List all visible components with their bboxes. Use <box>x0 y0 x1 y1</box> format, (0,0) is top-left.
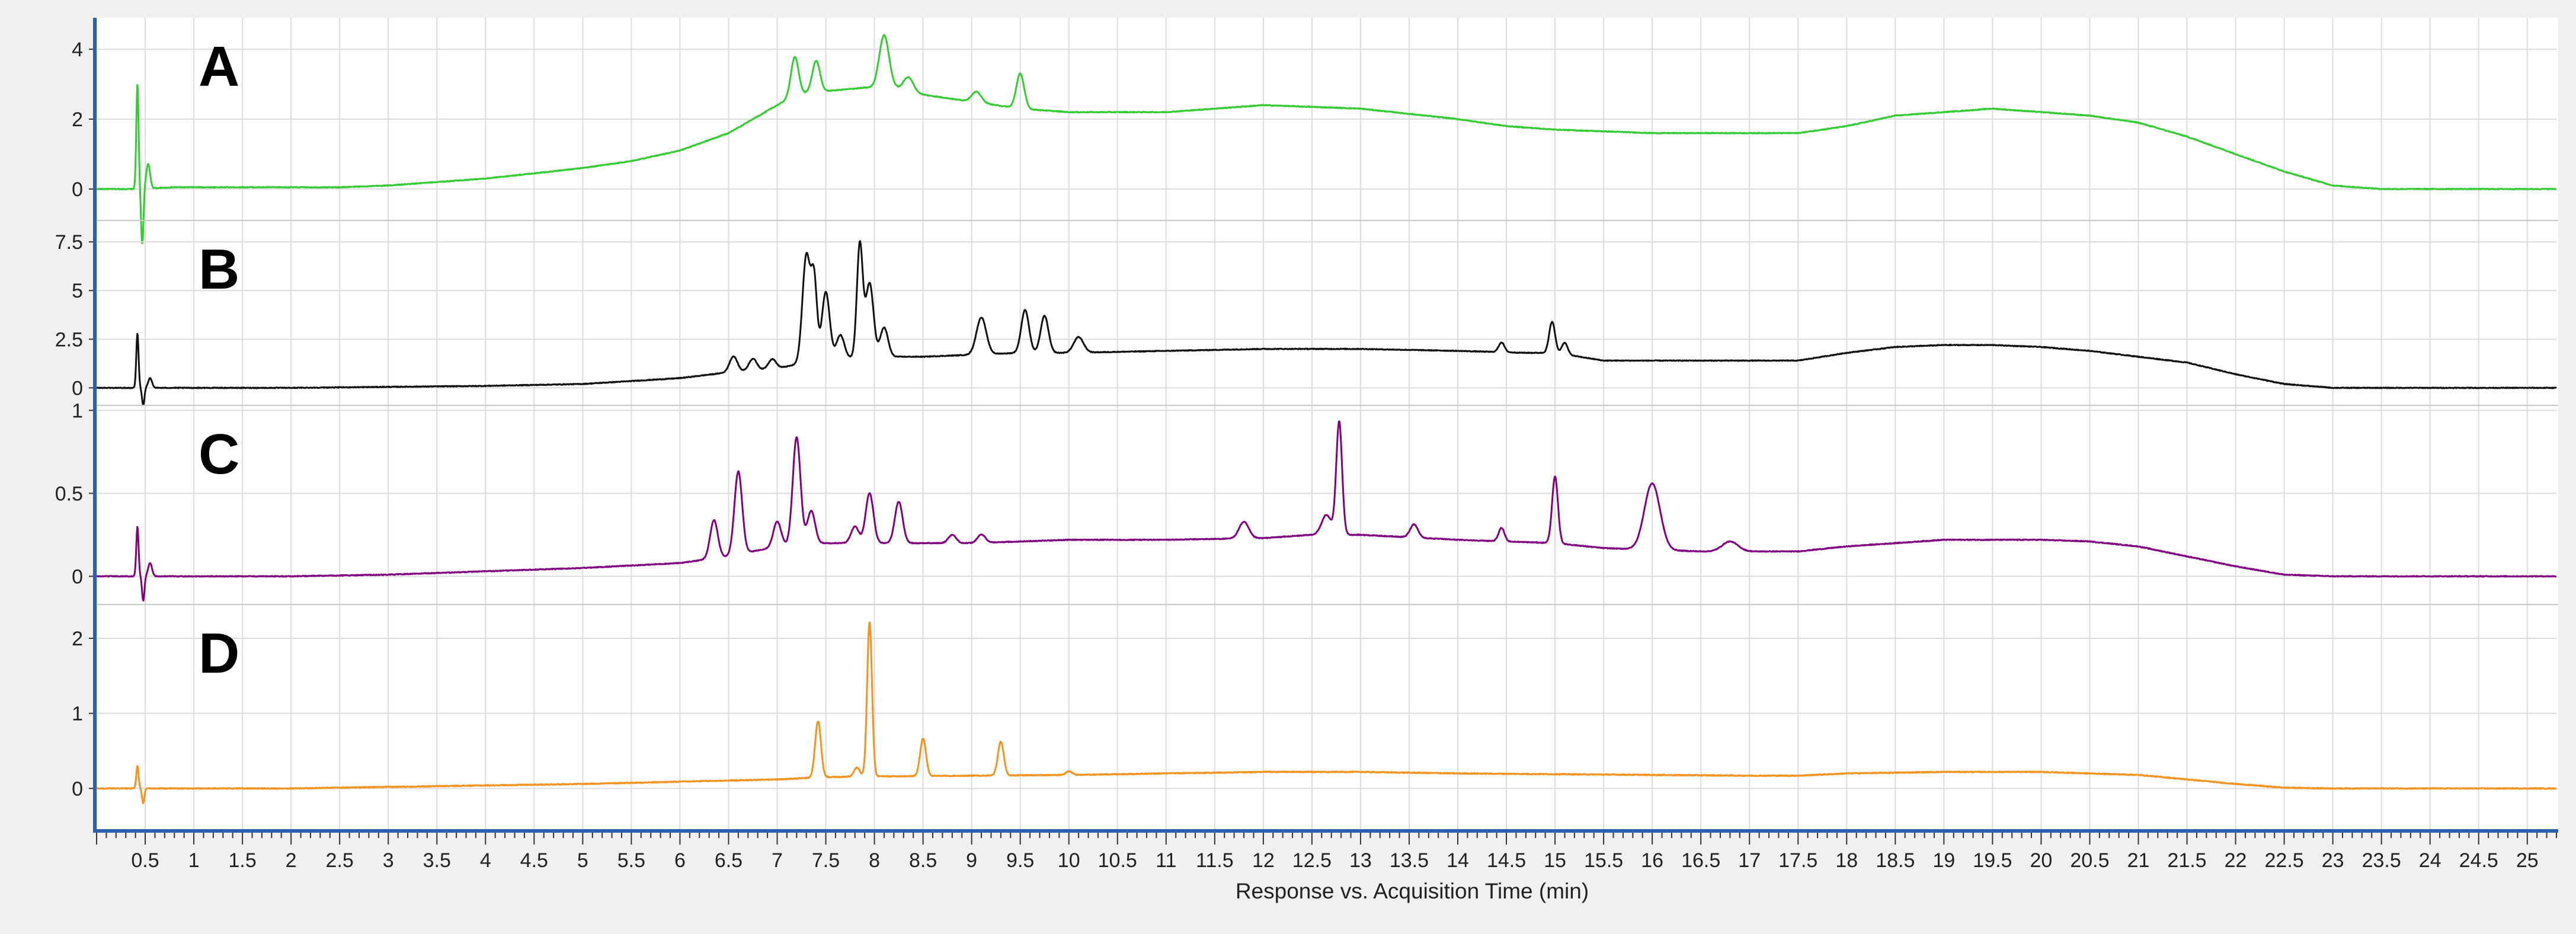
x-tick-label: 6.5 <box>715 849 743 872</box>
x-tick-label: 23.5 <box>2362 849 2401 872</box>
x-tick-label: 18.5 <box>1876 849 1915 872</box>
x-tick-label: 25 <box>2516 849 2539 872</box>
x-tick-label: 21.5 <box>2167 849 2206 872</box>
y-tick-label: 0.5 <box>55 482 83 505</box>
x-tick-label: 5.5 <box>617 849 645 872</box>
x-tick-label: 12 <box>1252 849 1275 872</box>
x-tick-label: 18 <box>1835 849 1858 872</box>
x-tick-label: 2.5 <box>326 849 354 872</box>
x-tick-label: 11.5 <box>1196 849 1234 872</box>
y-tick-label: 4 <box>72 39 83 61</box>
x-tick-label: 8.5 <box>909 849 937 872</box>
x-tick-label: 22.5 <box>2265 849 2304 872</box>
panel-a: 0 2 4 A <box>72 34 2557 244</box>
panel-label-a: A <box>199 35 239 98</box>
x-tick-label: 22 <box>2225 849 2247 872</box>
x-tick-label: 6 <box>674 849 686 872</box>
panel-label-b: B <box>199 238 239 301</box>
x-tick-label: 7 <box>772 849 783 872</box>
y-tick-label: 2 <box>72 628 83 650</box>
x-tick-label: 13 <box>1349 849 1372 872</box>
grid-layer <box>96 18 2528 830</box>
y-tick-label: 0 <box>72 778 83 800</box>
x-tick-label: 14 <box>1447 849 1469 872</box>
y-tick-label: 7.5 <box>55 231 83 254</box>
x-tick-label: 20 <box>2030 849 2053 872</box>
x-tick-label: 10.5 <box>1098 849 1137 872</box>
panel-label-c: C <box>199 423 239 486</box>
x-tick-label: 5 <box>577 849 588 872</box>
x-tick-label: 20.5 <box>2070 849 2109 872</box>
trace-line-d <box>96 621 2557 804</box>
x-tick-label: 12.5 <box>1292 849 1332 872</box>
x-tick-label: 2 <box>286 849 297 872</box>
y-tick-label: 0 <box>72 565 83 588</box>
y-tick-label: 1 <box>72 703 83 725</box>
x-tick-label: 7.5 <box>812 849 840 872</box>
panel-d: 0 1 2 D <box>72 604 2558 804</box>
x-tick-label: 8 <box>869 849 880 872</box>
plot-background <box>95 18 2558 831</box>
x-tick-label: 24.5 <box>2459 849 2498 872</box>
x-tick-label: 15.5 <box>1584 849 1623 872</box>
x-tick-label: 9.5 <box>1006 849 1034 872</box>
x-tick-label: 4.5 <box>520 849 548 872</box>
x-tick-label: 9 <box>966 849 977 872</box>
axis-layer: 0.5 1 1.5 2 2.5 3 3.5 4 4.5 5 5.5 6 6.5 7 7.5 8 8.5 9 9.5 1… <box>93 18 2558 872</box>
x-tick-label: 0.5 <box>131 849 159 872</box>
x-tick-label: 24 <box>2419 849 2441 872</box>
y-tick-label: 2 <box>72 108 83 131</box>
x-tick-label: 11 <box>1156 849 1176 872</box>
x-tick-label: 19 <box>1932 849 1955 872</box>
x-tick-label: 19.5 <box>1973 849 2012 872</box>
y-tick-label: 2.5 <box>55 328 83 351</box>
trace-line-c <box>96 420 2557 602</box>
panel-c: 0 0.5 1 C <box>55 399 2558 602</box>
x-tick-label: 3 <box>383 849 394 872</box>
trace-line-a <box>96 34 2557 244</box>
x-tick-label: 23 <box>2322 849 2344 872</box>
x-tick-label: 16.5 <box>1681 849 1720 872</box>
y-tick-label: 0 <box>72 178 83 201</box>
panel-label-d: D <box>199 622 239 685</box>
trace-line-b <box>96 240 2557 407</box>
x-tick-label: 16 <box>1641 849 1663 872</box>
x-tick-label: 1.5 <box>228 849 256 872</box>
x-tick-label: 1 <box>188 849 200 872</box>
x-tick-label: 4 <box>480 849 491 872</box>
x-axis-title: Response vs. Acquisition Time (min) <box>1236 879 1589 903</box>
x-tick-label: 3.5 <box>423 849 451 872</box>
x-tick-label: 13.5 <box>1390 849 1429 872</box>
y-tick-label: 1 <box>72 399 83 422</box>
x-tick-label: 14.5 <box>1487 849 1526 872</box>
x-tick-label: 17.5 <box>1778 849 1817 872</box>
x-tick-label: 10 <box>1058 849 1080 872</box>
x-tick-label: 17 <box>1738 849 1761 872</box>
y-tick-label: 5 <box>72 280 83 302</box>
x-tick-label: 21 <box>2127 849 2150 872</box>
x-tick-label: 15 <box>1544 849 1566 872</box>
panel-b: 0 2.5 5 7.5 B <box>55 220 2558 407</box>
y-tick-label: 0 <box>72 377 83 399</box>
